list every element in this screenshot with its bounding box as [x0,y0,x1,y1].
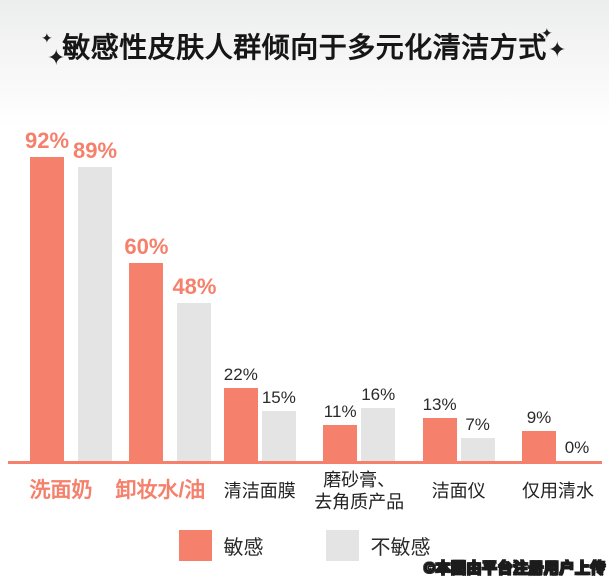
bar-sensitive [422,418,457,461]
bar-column: 0% [560,438,594,461]
chart-title: 敏感性皮肤人群倾向于多元化清洁方式 [62,32,547,63]
legend-swatch-sensitive [178,530,212,561]
bar-column: 89% [73,138,117,461]
bar-column: 48% [172,274,216,461]
bar-column: 22% [224,365,258,461]
value-label: 60% [124,234,169,259]
bar-column: 60% [124,234,168,461]
bar-group: 92% 89% [25,128,117,461]
bar-group: 11% 16% [323,385,395,461]
legend-item-sensitive: 敏感 [178,530,264,561]
value-label: 16% [361,385,396,404]
value-label: 9% [526,408,552,427]
bar-insensitive [78,167,113,461]
bar-sensitive [129,263,164,461]
value-label: 92% [25,128,70,153]
legend: 敏感 不敏感 [0,530,609,561]
value-label: 11% [323,402,357,421]
bar-sensitive [223,388,258,461]
category-label: 洗面奶 [29,478,93,502]
sparkle-icon: ✦ [41,30,53,46]
bar-column: 16% [361,385,395,461]
sparkle-icon: ✦ [47,45,66,70]
bar-column: 92% [25,128,69,461]
bar-column: 11% [323,402,358,461]
bar-sensitive [323,425,358,461]
x-axis-line [8,461,602,464]
bar-column: 7% [460,415,495,461]
value-label: 13% [422,395,457,414]
bar-insensitive [361,408,396,461]
legend-label-sensitive: 敏感 [223,537,264,559]
value-label: 7% [465,415,490,434]
category-label: 洁面仪 [431,480,486,501]
bar-insensitive [261,411,296,461]
bar-insensitive [460,438,495,461]
bar-insensitive [177,303,212,461]
bar-group: 9% 0% [522,408,594,461]
bar-group: 13% 7% [423,395,495,461]
bar-column: 9% [522,408,556,461]
sparkle-icon: ✦ [548,37,567,62]
value-label: 15% [261,388,296,407]
value-label: 22% [223,365,258,384]
sparkle-icon: ✦ [541,25,553,41]
value-label: 48% [172,274,217,299]
legend-swatch-insensitive [325,530,359,561]
category-label: 仅用清水 [522,480,594,501]
bar-sensitive [522,431,556,461]
legend-item-insensitive: 不敏感 [325,530,431,561]
watermark-text: ©本图由平台注册用户上传 [423,560,606,578]
bar-group: 22% 15% [224,365,296,461]
bar-column: 15% [262,388,296,461]
bar-group: 60% 48% [124,234,216,461]
category-label: 卸妆水/油 [115,478,206,502]
category-label: 磨砂膏、 去角质产品 [314,469,405,513]
value-label: 89% [73,138,118,163]
bar-sensitive [30,157,65,461]
bar-column: 13% [423,395,457,461]
value-label: 0% [564,438,590,457]
legend-label-insensitive: 不敏感 [370,537,431,559]
category-label: 清洁面膜 [223,480,296,501]
